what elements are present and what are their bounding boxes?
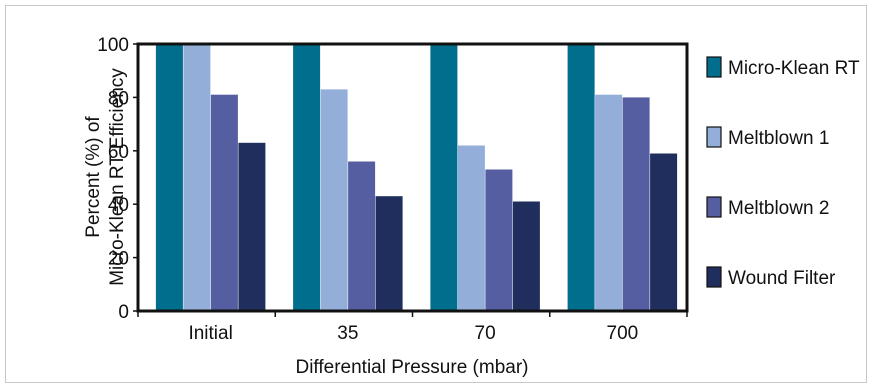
legend-swatch: [706, 56, 722, 78]
legend-swatch: [706, 196, 722, 218]
bar: [512, 201, 540, 311]
y-tick-label: 40: [108, 195, 129, 216]
legend-label: Meltblown 2: [728, 198, 829, 219]
x-tick-label: 70: [475, 323, 496, 344]
bar: [210, 94, 238, 311]
y-tick-label: 80: [108, 88, 129, 109]
bar: [155, 44, 183, 311]
y-axis-label-line-2: Micro-Klean RT Efficiency: [107, 68, 128, 286]
bar: [457, 145, 485, 311]
x-axis-ticks: Initial 35 70 700: [137, 311, 688, 344]
y-tick-label: 20: [108, 249, 129, 270]
bar: [293, 44, 321, 311]
y-tick-label: 0: [118, 302, 129, 323]
bar: [650, 153, 678, 311]
legend-label: Meltblown 1: [728, 128, 829, 149]
bar: [622, 97, 650, 312]
x-axis-label: Differential Pressure (mbar): [295, 357, 528, 378]
legend: Micro-Klean RT Meltblown 1 Meltblown 2 Woun…: [706, 56, 860, 289]
x-tick-label: 35: [337, 323, 358, 344]
bar: [595, 94, 623, 311]
x-tick-label: 700: [607, 323, 639, 344]
bar: [320, 89, 348, 312]
bar: [183, 44, 211, 311]
y-axis-ticks: 0 20 40 60 80 100: [97, 35, 138, 323]
bar: [430, 44, 458, 311]
legend-label: Micro-Klean RT: [728, 58, 860, 79]
bar: [375, 196, 403, 311]
bars-layer: [155, 44, 678, 312]
legend-swatch: [706, 126, 722, 148]
legend-label: Wound Filter: [728, 268, 836, 289]
y-axis-label-line-1: Percent (%) of: [83, 116, 104, 238]
legend-swatch: [706, 266, 722, 288]
bar: [348, 161, 376, 311]
bar: [485, 169, 513, 311]
bar: [238, 142, 266, 311]
bar: [567, 44, 595, 311]
x-tick-label: Initial: [188, 323, 232, 344]
y-tick-label: 60: [108, 142, 129, 163]
y-tick-label: 100: [97, 35, 129, 56]
